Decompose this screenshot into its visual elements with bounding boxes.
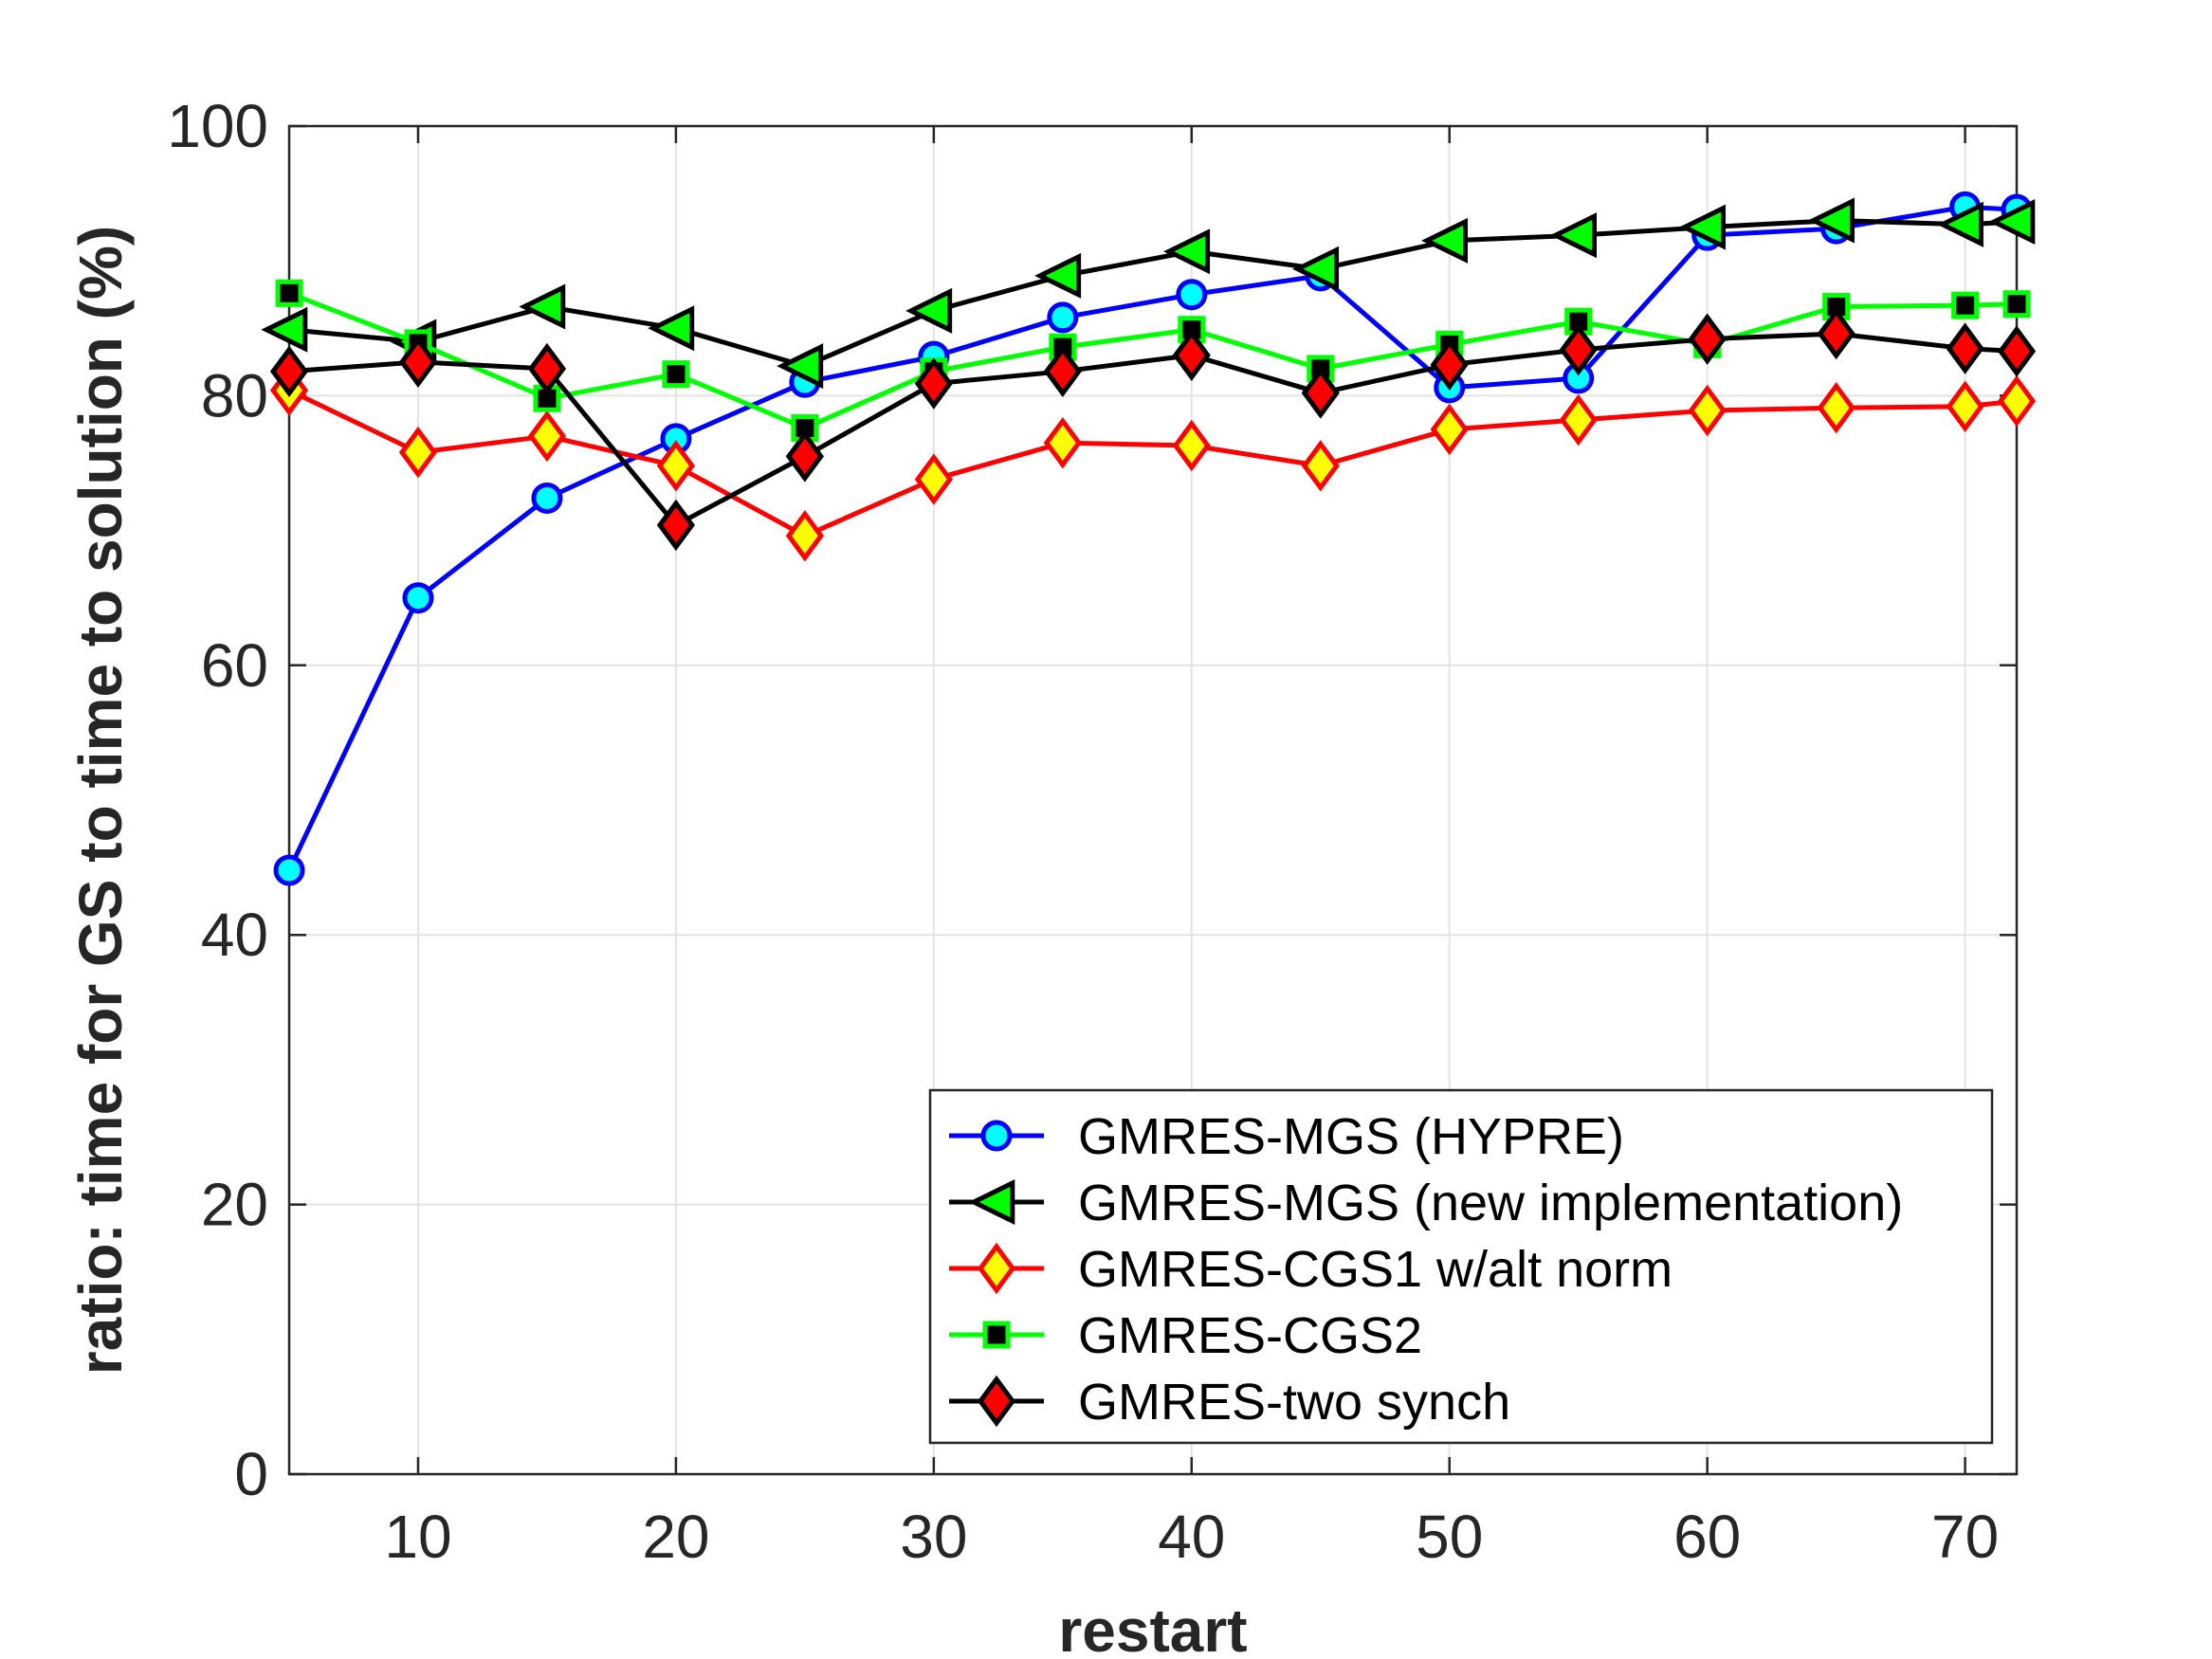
legend-marker	[977, 1375, 1016, 1428]
legend-label: GMRES-CGS1 w/alt norm	[1078, 1241, 1673, 1298]
data-point	[1946, 322, 1984, 374]
data-point	[1430, 403, 1469, 456]
data-point	[273, 854, 305, 886]
data-point	[914, 453, 953, 505]
data-point	[1936, 201, 1983, 247]
data-point	[1997, 374, 2037, 428]
data-point	[1043, 416, 1082, 469]
legend-marker	[977, 1242, 1016, 1295]
data-point	[261, 306, 308, 353]
data-point	[1430, 338, 1469, 391]
data-point	[1688, 384, 1727, 437]
data-point	[1043, 345, 1082, 398]
legend-label: GMRES-two synch	[1078, 1374, 1510, 1431]
data-point	[648, 305, 695, 352]
data-point	[1163, 228, 1211, 275]
data-point	[398, 336, 438, 389]
legend-marker	[968, 1178, 1015, 1226]
data-point	[527, 410, 567, 463]
data-point	[914, 357, 953, 410]
data-point	[1807, 197, 1855, 244]
y-tick-label: 80	[201, 361, 268, 429]
data-point	[519, 283, 566, 330]
legend-marker	[980, 1120, 1013, 1152]
y-tick-label: 40	[201, 901, 268, 969]
x-tick-label: 60	[1673, 1503, 1741, 1571]
data-point	[1301, 440, 1340, 492]
x-axis-label: restart	[1058, 1596, 1247, 1659]
legend-entry: GMRES-MGS (new implementation)	[949, 1175, 1903, 1231]
y-tick-label: 100	[167, 92, 268, 160]
data-point	[1559, 393, 1598, 447]
data-point	[1688, 313, 1727, 365]
data-point	[785, 510, 824, 562]
legend-marker	[982, 1321, 1011, 1349]
data-point	[1550, 212, 1598, 259]
data-point	[1559, 323, 1598, 376]
data-point	[905, 287, 953, 334]
data-point	[1172, 419, 1211, 472]
legend-label: GMRES-CGS2	[1078, 1307, 1422, 1364]
x-tick-label: 20	[642, 1503, 709, 1571]
y-tick-label: 0	[234, 1440, 268, 1508]
data-point	[1678, 204, 1726, 250]
data-point	[1817, 381, 1856, 434]
x-tick-label: 10	[384, 1503, 451, 1571]
legend: GMRES-MGS (HYPRE) GMRES-MGS (new implemen…	[928, 1088, 1994, 1445]
legend-label: GMRES-MGS (new implementation)	[1078, 1175, 1903, 1231]
data-point	[275, 279, 303, 307]
data-point	[269, 345, 309, 398]
y-tick-label: 20	[201, 1171, 268, 1239]
data-point	[1946, 380, 1984, 432]
data-point	[1997, 325, 2037, 377]
y-tick-label: 60	[201, 631, 268, 700]
data-point	[531, 482, 563, 514]
data-point	[1988, 198, 2036, 245]
legend-entry: GMRES-MGS (HYPRE)	[949, 1108, 1624, 1165]
data-point	[398, 426, 438, 479]
data-point	[656, 440, 696, 492]
x-tick-label: 40	[1158, 1503, 1225, 1571]
x-tick-label: 50	[1416, 1503, 1483, 1571]
data-point	[1951, 291, 1980, 319]
data-point	[402, 582, 434, 614]
data-point	[1176, 279, 1208, 311]
series-5	[269, 307, 2037, 552]
data-point	[527, 342, 567, 395]
data-point	[1172, 329, 1211, 381]
data-point	[1301, 367, 1340, 419]
data-point	[656, 499, 696, 552]
x-tick-label: 30	[900, 1503, 967, 1571]
legend-label: GMRES-MGS (HYPRE)	[1078, 1108, 1624, 1165]
series-2	[261, 197, 2036, 390]
legend-entry: GMRES-two synch	[949, 1374, 1510, 1431]
legend-entry: GMRES-CGS1 w/alt norm	[949, 1241, 1673, 1298]
data-point	[1034, 252, 1082, 299]
series-3	[269, 364, 2037, 562]
x-tick-label: 70	[1931, 1503, 1999, 1571]
data-point	[1421, 217, 1469, 264]
data-point	[1292, 246, 1340, 292]
data-point	[785, 430, 824, 483]
legend-entry: GMRES-CGS2	[949, 1307, 1422, 1364]
data-point	[1817, 307, 1856, 360]
data-point	[777, 343, 824, 390]
data-point	[2002, 290, 2031, 319]
data-point	[1047, 301, 1079, 334]
series-layer	[261, 191, 2037, 886]
legend-box	[928, 1088, 1994, 1445]
data-point	[662, 360, 690, 389]
axes-box	[287, 124, 2019, 1476]
y-axis-label: ratio: time for GS to time to solution (…	[66, 226, 135, 1375]
axes: 10 20 30 40 50 60 70 0 20 40 60 80 100	[167, 92, 2019, 1571]
